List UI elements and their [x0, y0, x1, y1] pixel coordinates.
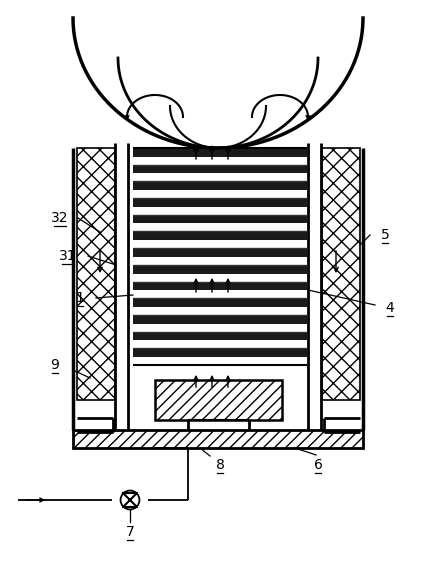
Bar [322, 148, 360, 400]
Bar [73, 430, 363, 448]
Bar [133, 148, 307, 157]
Text: 4: 4 [385, 301, 394, 315]
Text: 9: 9 [51, 358, 59, 372]
Bar [133, 332, 307, 340]
Bar [77, 148, 115, 400]
Text: 7: 7 [125, 525, 134, 539]
Bar [133, 349, 307, 357]
Text: 32: 32 [51, 211, 69, 225]
Text: 5: 5 [381, 228, 389, 242]
Bar [155, 380, 282, 420]
Bar [133, 248, 307, 257]
Text: 6: 6 [314, 458, 323, 472]
Bar [133, 315, 307, 324]
Text: 8: 8 [215, 458, 225, 472]
Bar [133, 232, 307, 240]
Bar [133, 181, 307, 190]
Text: 31: 31 [59, 249, 77, 263]
Text: 1: 1 [76, 291, 84, 305]
Bar [133, 298, 307, 307]
Bar [133, 164, 307, 173]
Bar [133, 265, 307, 273]
Bar [133, 281, 307, 290]
Bar [133, 215, 307, 223]
Bar [133, 198, 307, 207]
